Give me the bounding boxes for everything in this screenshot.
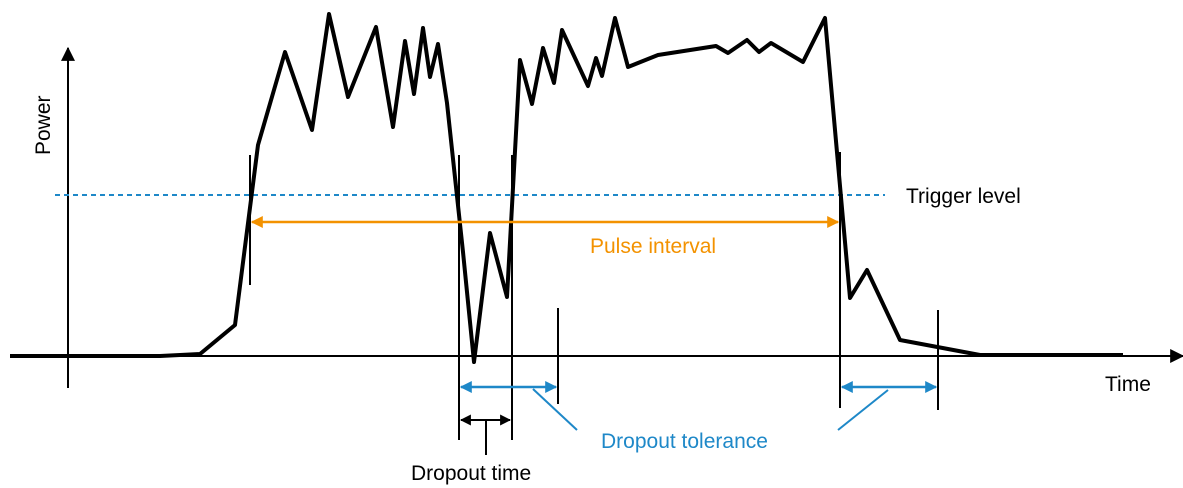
power-axis-label: Power [32, 95, 55, 155]
pulse-interval-label: Pulse interval [590, 235, 716, 258]
dropout-time-label: Dropout time [411, 462, 531, 485]
power-signal-trace [10, 12, 1123, 364]
tolerance-leader-1 [532, 388, 578, 431]
tolerance-leader-2 [837, 389, 889, 431]
dropout-tolerance-label: Dropout tolerance [601, 430, 768, 453]
trigger-level-label: Trigger level [906, 185, 1021, 208]
time-axis-label: Time [1105, 373, 1151, 396]
